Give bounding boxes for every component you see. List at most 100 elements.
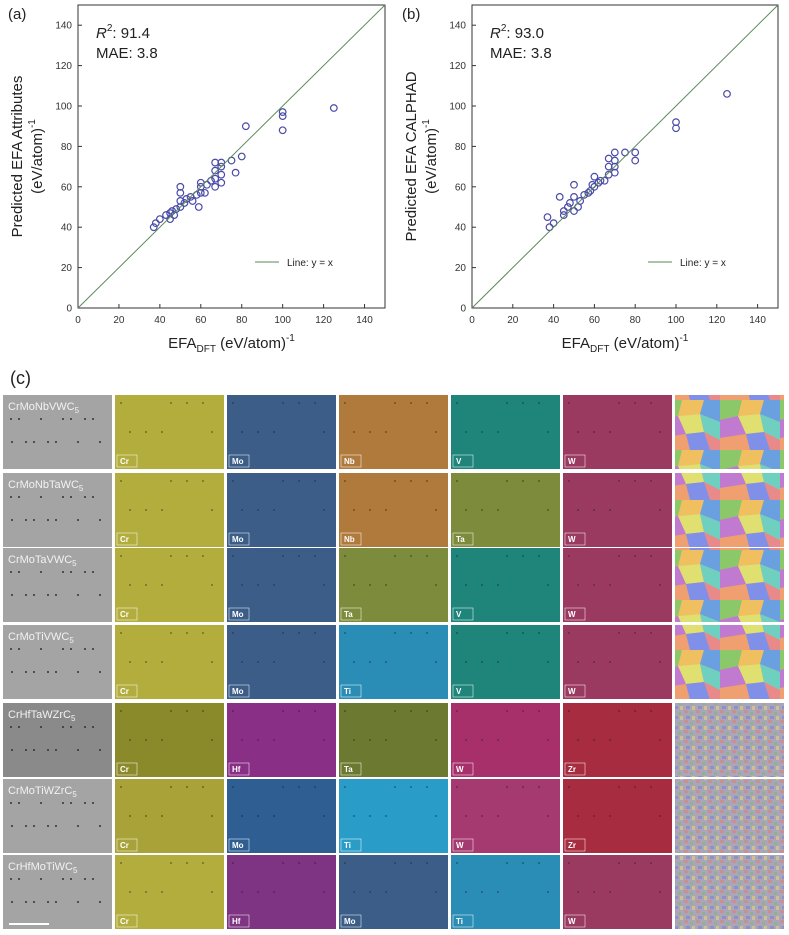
sem-pore bbox=[92, 878, 94, 880]
data-point bbox=[180, 199, 189, 207]
map-speck bbox=[547, 815, 549, 817]
map-speck bbox=[282, 786, 284, 788]
sem-pore bbox=[99, 901, 101, 903]
annotation-text: R bbox=[96, 25, 107, 42]
map-speck bbox=[298, 862, 300, 864]
x-axis-label: EFADFT (eV/atom)-1 bbox=[562, 333, 689, 355]
map-speck bbox=[456, 786, 458, 788]
x-tick-label: 40 bbox=[548, 315, 560, 326]
sem-pore bbox=[84, 648, 86, 650]
map-speck bbox=[145, 891, 147, 893]
data-point bbox=[672, 118, 680, 127]
map-speck bbox=[211, 509, 213, 511]
map-speck bbox=[538, 402, 540, 404]
element-tag bbox=[340, 684, 362, 698]
element-label: Mo bbox=[232, 535, 244, 544]
sem-image bbox=[3, 855, 112, 929]
element-tag bbox=[228, 684, 250, 698]
map-speck bbox=[298, 710, 300, 712]
map-speck bbox=[273, 815, 275, 817]
sem-pore bbox=[92, 571, 94, 573]
map-speck bbox=[538, 786, 540, 788]
sem-pore bbox=[62, 726, 64, 728]
element-label: W bbox=[568, 917, 576, 926]
data-point bbox=[631, 156, 640, 165]
map-speck bbox=[410, 402, 412, 404]
map-speck bbox=[456, 402, 458, 404]
sem-pore bbox=[62, 571, 64, 573]
map-speck bbox=[497, 431, 499, 433]
map-speck bbox=[618, 480, 620, 482]
map-speck bbox=[241, 431, 243, 433]
reference-line bbox=[471, 4, 779, 309]
data-point bbox=[168, 207, 177, 215]
sem-pore bbox=[47, 519, 49, 521]
element-tag bbox=[564, 838, 586, 852]
map-speck bbox=[522, 862, 524, 864]
map-speck bbox=[506, 710, 508, 712]
map-speck bbox=[353, 661, 355, 663]
map-speck bbox=[161, 739, 163, 741]
data-point bbox=[231, 168, 240, 177]
data-point bbox=[278, 112, 287, 120]
map-speck bbox=[481, 661, 483, 663]
map-speck bbox=[547, 584, 549, 586]
element-tag bbox=[452, 838, 474, 852]
alloy-label: CrMoNbVWC5 bbox=[8, 401, 80, 415]
map-speck bbox=[568, 632, 570, 634]
element-label: W bbox=[456, 841, 464, 850]
x-tick-label: 100 bbox=[668, 315, 685, 326]
element-label: W bbox=[456, 765, 464, 774]
map-speck bbox=[282, 555, 284, 557]
legend-label: Line: y = x bbox=[680, 258, 726, 269]
map-speck bbox=[282, 402, 284, 404]
element-tag bbox=[452, 684, 474, 698]
element-label: V bbox=[456, 610, 462, 619]
x-tick-label: 140 bbox=[749, 315, 766, 326]
map-speck bbox=[659, 509, 661, 511]
element-tag bbox=[228, 914, 250, 928]
y-axis-label: (eV/atom)-1 bbox=[421, 119, 440, 194]
sem-pore bbox=[77, 901, 79, 903]
sem-image bbox=[3, 473, 112, 547]
map-speck bbox=[456, 480, 458, 482]
sem-pore bbox=[99, 825, 101, 827]
data-point bbox=[203, 180, 211, 189]
element-tag bbox=[116, 914, 138, 928]
map-speck bbox=[465, 431, 467, 433]
map-speck bbox=[145, 739, 147, 741]
map-speck bbox=[211, 739, 213, 741]
x-tick-label: 20 bbox=[113, 315, 125, 326]
sem-pore bbox=[62, 802, 64, 804]
map-speck bbox=[202, 632, 204, 634]
map-speck bbox=[170, 555, 172, 557]
alloy-sub: 5 bbox=[72, 559, 77, 568]
sem-pore bbox=[18, 496, 20, 498]
data-point bbox=[207, 176, 215, 185]
sem-pore bbox=[55, 594, 57, 596]
sem-pore bbox=[10, 418, 12, 420]
grain-map bbox=[675, 625, 784, 699]
sem-pore bbox=[55, 901, 57, 903]
map-speck bbox=[577, 661, 579, 663]
x-label-sub: DFT bbox=[196, 344, 215, 355]
sem-pore bbox=[33, 594, 35, 596]
map-speck bbox=[618, 632, 620, 634]
map-speck bbox=[353, 891, 355, 893]
map-speck bbox=[232, 402, 234, 404]
data-point bbox=[149, 223, 158, 232]
sem-pore bbox=[62, 648, 64, 650]
element-label: Zr bbox=[568, 841, 576, 850]
alloy-label: CrHfMoTiWC5 bbox=[8, 861, 78, 875]
map-speck bbox=[282, 862, 284, 864]
map-speck bbox=[481, 815, 483, 817]
x-label-main: EFA bbox=[168, 335, 196, 352]
element-tag bbox=[228, 838, 250, 852]
element-tag bbox=[452, 532, 474, 546]
map-speck bbox=[577, 891, 579, 893]
element-tag bbox=[116, 607, 138, 621]
sem-pore bbox=[77, 441, 79, 443]
sem-pore bbox=[47, 594, 49, 596]
sem-pore bbox=[33, 441, 35, 443]
element-label: V bbox=[456, 457, 462, 466]
